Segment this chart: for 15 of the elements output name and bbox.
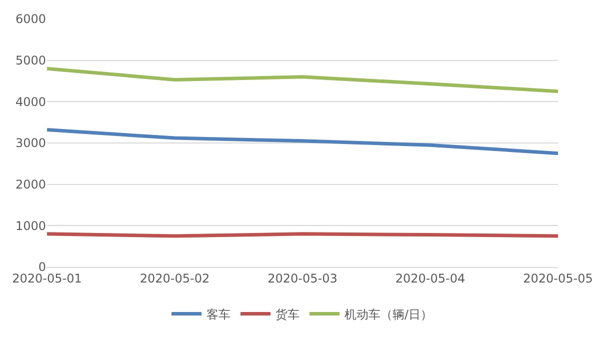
x-tick-label: 2020-05-03: [268, 271, 338, 286]
legend-label: 货车: [276, 307, 300, 322]
legend-label: 机动车（辆/日）: [344, 307, 433, 322]
y-tick-label: 5000: [15, 54, 46, 68]
line-series: [47, 66, 558, 94]
y-tick-label: 2000: [15, 178, 46, 192]
x-tick-label: 2020-05-04: [395, 271, 466, 286]
line-series: [47, 128, 558, 156]
y-tick-label: 6000: [15, 12, 46, 26]
y-tick-label: 4000: [15, 94, 46, 109]
x-tick-label: 2020-05-02: [140, 271, 210, 286]
legend-label: 客车: [206, 307, 230, 322]
y-tick-label: 3000: [15, 136, 46, 150]
x-tick-label: 2020-05-05: [523, 271, 593, 286]
y-tick-label: 1000: [15, 218, 46, 233]
